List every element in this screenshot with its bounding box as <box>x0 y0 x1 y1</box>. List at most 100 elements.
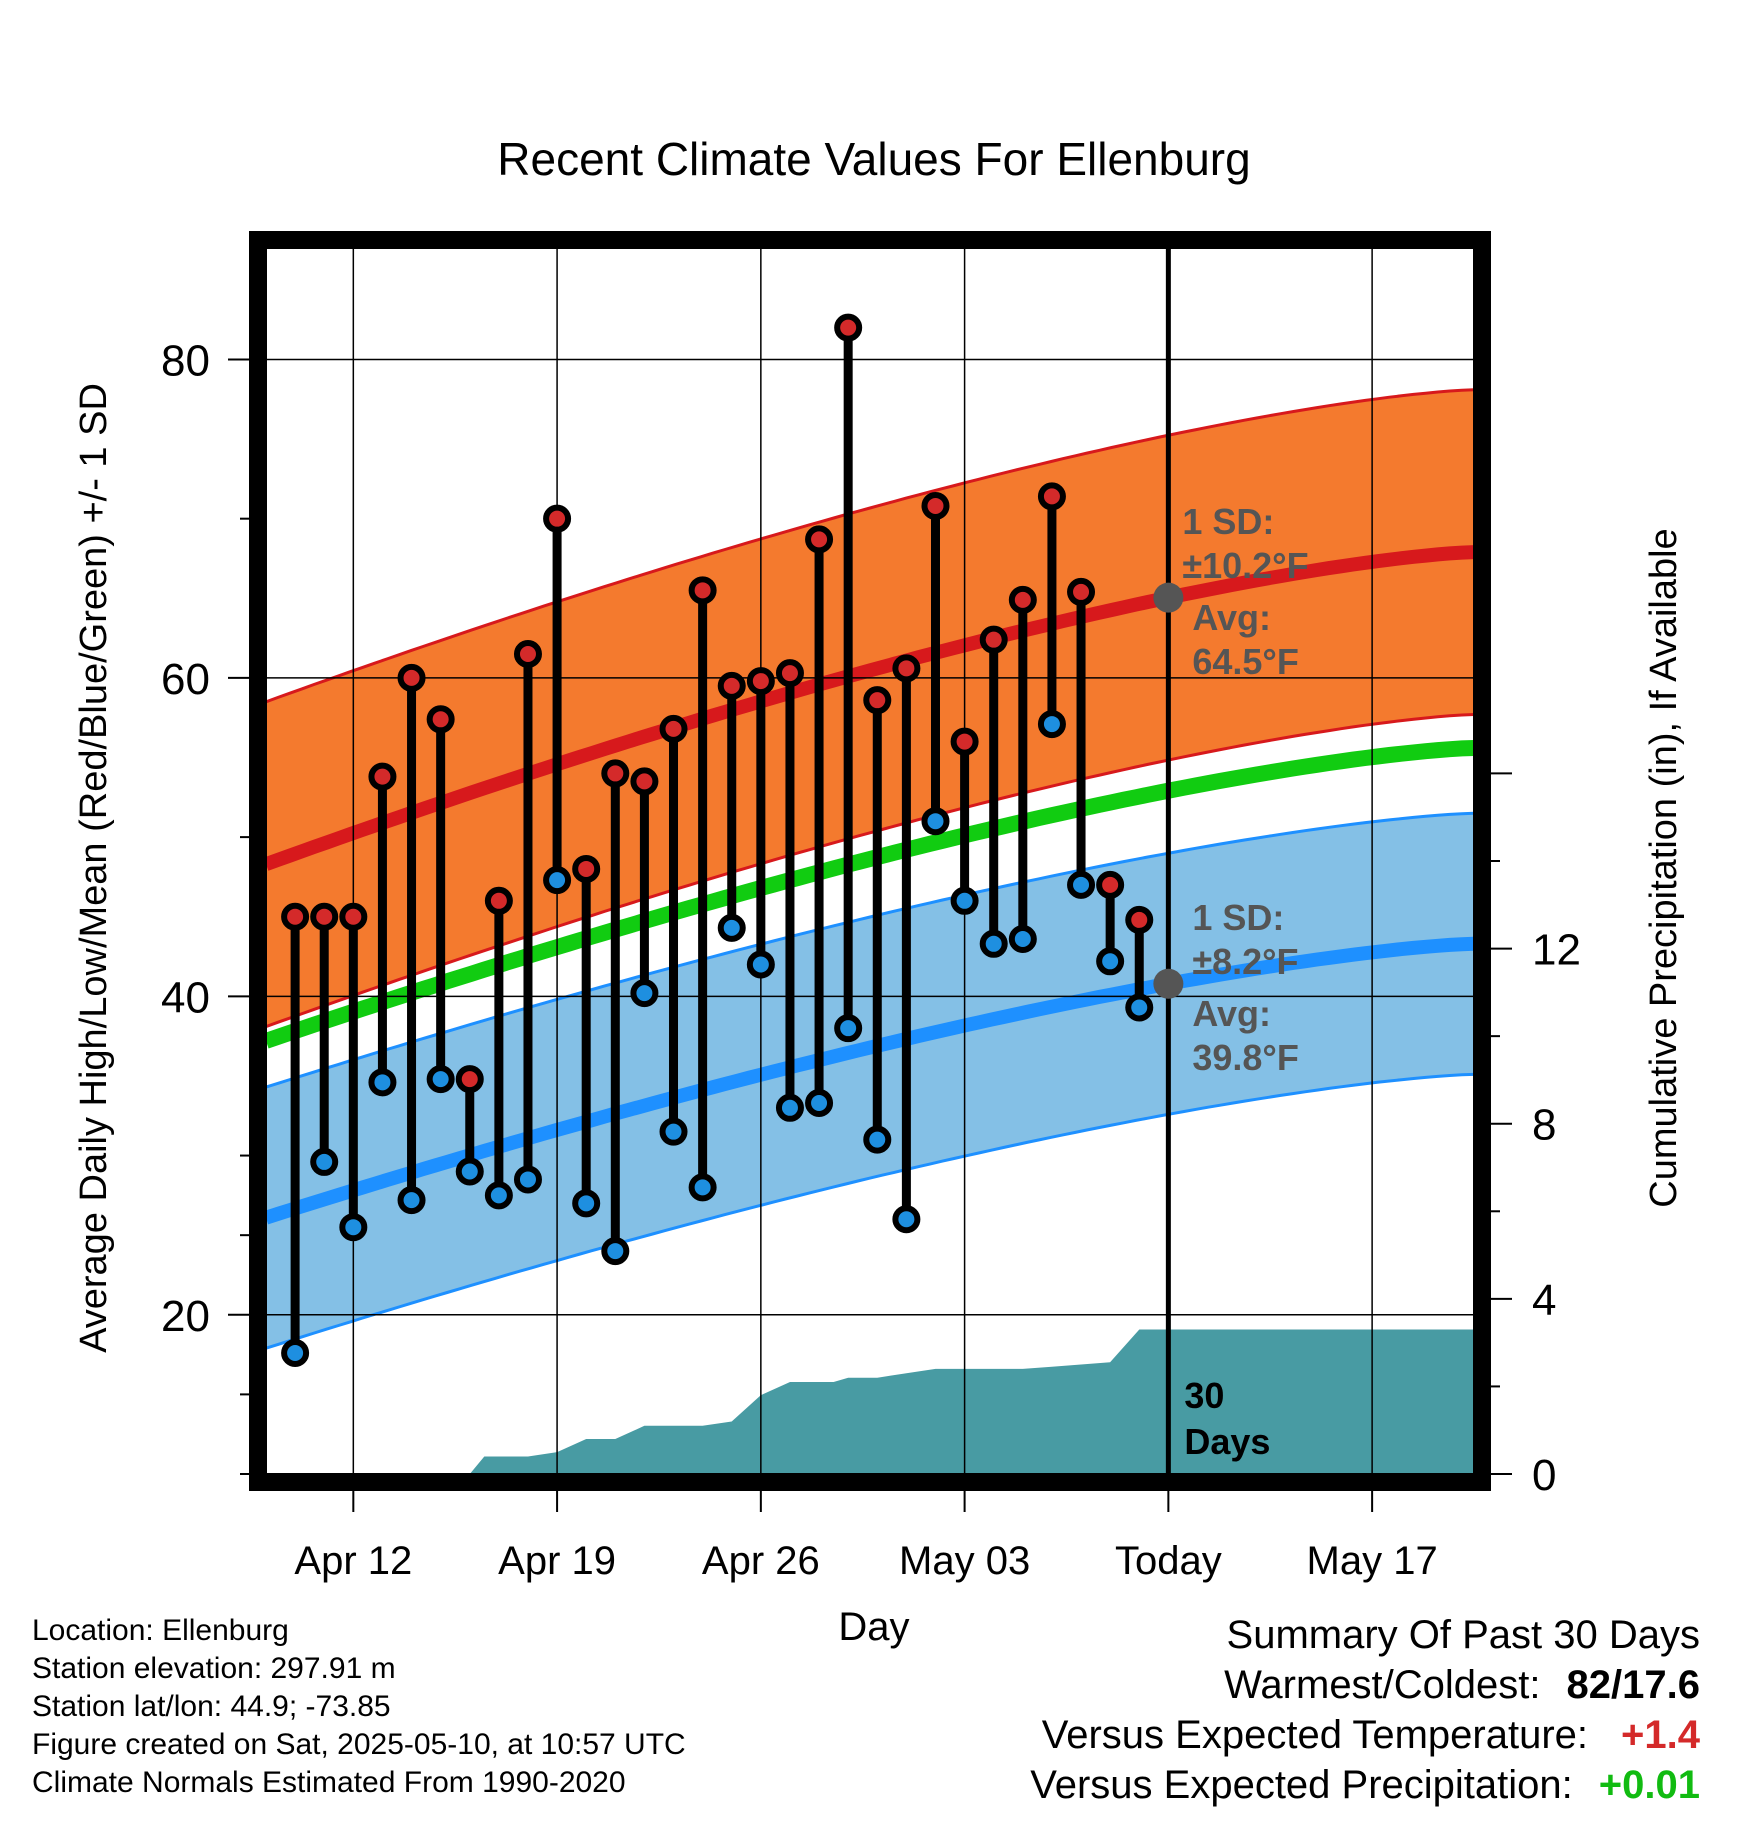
observed-low-point <box>426 1065 455 1094</box>
high-sd-value: ±10.2°F <box>1182 545 1308 586</box>
precip-days-label-number: 30 <box>1184 1375 1224 1416</box>
observed-low-point <box>484 1181 513 1210</box>
location-text: Location: Ellenburg <box>32 1614 289 1647</box>
normal-high-line <box>266 545 1474 871</box>
high-avg-value: 64.5°F <box>1192 641 1298 682</box>
observed-low-point <box>892 1205 921 1234</box>
observed-high-point <box>601 759 630 788</box>
summary-title: Summary Of Past 30 Days <box>1226 1613 1700 1657</box>
observed-high-point <box>892 654 921 683</box>
observed-low-point <box>281 1338 310 1367</box>
observed-high-point <box>775 659 804 688</box>
observed-high-point <box>572 854 601 883</box>
observed-high-point <box>339 902 368 931</box>
observed-low-point <box>1008 925 1037 954</box>
observed-high-point <box>1096 870 1125 899</box>
observed-low-point <box>979 929 1008 958</box>
observed-high-point <box>863 686 892 715</box>
plot-area <box>266 248 1474 1474</box>
observed-high-point <box>368 762 397 791</box>
observed-low-point <box>921 807 950 836</box>
warm-cold-label: Warmest/Coldest: <box>1224 1663 1541 1707</box>
low-sd-upper-line <box>266 811 1474 1089</box>
observed-low-point <box>513 1165 542 1194</box>
observed-low-point <box>834 1014 863 1043</box>
observed-low-point <box>630 979 659 1008</box>
y-tick-label: 40 <box>161 973 210 1022</box>
temp-value: +1.4 <box>1621 1713 1700 1757</box>
x-tick-label: Apr 19 <box>498 1539 616 1583</box>
low-avg-label: Avg: <box>1192 993 1271 1034</box>
chart-title: Recent Climate Values For Ellenburg <box>497 133 1250 185</box>
y2-tick-label: 0 <box>1532 1451 1556 1500</box>
latlon-text: Station lat/lon: 44.9; -73.85 <box>32 1690 391 1723</box>
observed-low-point <box>805 1089 834 1118</box>
observed-low-point <box>368 1068 397 1097</box>
observed-low-point <box>1096 947 1125 976</box>
low-sd-lower-line <box>266 1072 1474 1350</box>
observed-low-point <box>950 886 979 915</box>
precip-days-label-text: Days <box>1184 1421 1270 1462</box>
x-tick-label: Apr 12 <box>294 1539 412 1583</box>
x-tick-label: Today <box>1115 1539 1222 1583</box>
y-tick-label: 80 <box>161 336 210 385</box>
observed-low-point <box>863 1125 892 1154</box>
x-tick-label: Apr 26 <box>702 1539 820 1583</box>
observed-high-point <box>1067 577 1096 606</box>
y2-tick-label: 4 <box>1532 1276 1556 1325</box>
observed-high-point <box>659 714 688 743</box>
observed-high-point <box>1037 482 1066 511</box>
today-avg-low-marker <box>1153 968 1184 999</box>
temp-row: Versus Expected Temperature: +1.4 <box>1030 1710 1700 1760</box>
observed-high-point <box>1125 905 1154 934</box>
observed-low-point <box>1067 870 1096 899</box>
summary-panel: Summary Of Past 30 Days Warmest/Coldest:… <box>1030 1610 1700 1810</box>
observed-low-point <box>397 1186 426 1215</box>
observed-high-point <box>834 313 863 342</box>
low-sd-value: ±8.2°F <box>1192 941 1298 982</box>
x-axis-label: Day <box>838 1605 909 1649</box>
plot-frame <box>249 231 1491 1491</box>
precip-value: +0.01 <box>1598 1763 1700 1807</box>
warm-cold-row: Warmest/Coldest: 82/17.6 <box>1030 1660 1700 1710</box>
observed-high-point <box>397 663 426 692</box>
observed-low-point <box>1125 993 1154 1022</box>
observed-high-point <box>484 886 513 915</box>
y2-axis-label: Cumulative Precipitation (in), If Availa… <box>1643 528 1685 1207</box>
normals-text: Climate Normals Estimated From 1990-2020 <box>32 1766 626 1799</box>
warm-cold-value: 82/17.6 <box>1566 1663 1700 1707</box>
observed-low-point <box>455 1157 484 1186</box>
normal-mean-line <box>266 740 1474 1049</box>
observed-high-point <box>426 705 455 734</box>
precip-area <box>266 1329 1474 1474</box>
high-sd-label: 1 SD: <box>1182 501 1274 542</box>
observed-high-point <box>921 491 950 520</box>
high-avg-label: Avg: <box>1192 597 1271 638</box>
observed-low-point <box>688 1173 717 1202</box>
low-sd-band <box>266 813 1474 1349</box>
observed-high-point <box>630 767 659 796</box>
high-sd-lower-line <box>266 713 1474 1029</box>
elevation-text: Station elevation: 297.91 m <box>32 1652 396 1685</box>
low-avg-value: 39.8°F <box>1192 1037 1298 1078</box>
station-info: Location: Ellenburg Station elevation: 2… <box>32 1612 686 1802</box>
observed-low-point <box>601 1237 630 1266</box>
observed-high-point <box>950 727 979 756</box>
y-axis-label: Average Daily High/Low/Mean (Red/Blue/Gr… <box>73 383 115 1353</box>
observed-high-point <box>455 1065 484 1094</box>
y-tick-label: 20 <box>161 1292 210 1341</box>
observed-low-point <box>717 913 746 942</box>
observed-high-point <box>688 576 717 605</box>
y2-tick-label: 8 <box>1532 1101 1556 1150</box>
observed-low-point <box>543 866 572 895</box>
y-tick-label: 60 <box>161 655 210 704</box>
observed-low-point <box>339 1213 368 1242</box>
observed-high-point <box>979 625 1008 654</box>
precip-label: Versus Expected Precipitation: <box>1030 1763 1573 1807</box>
temp-label: Versus Expected Temperature: <box>1041 1713 1588 1757</box>
observed-high-point <box>310 902 339 931</box>
today-avg-high-marker <box>1153 582 1184 613</box>
observed-low-point <box>746 950 775 979</box>
observed-high-point <box>543 504 572 533</box>
